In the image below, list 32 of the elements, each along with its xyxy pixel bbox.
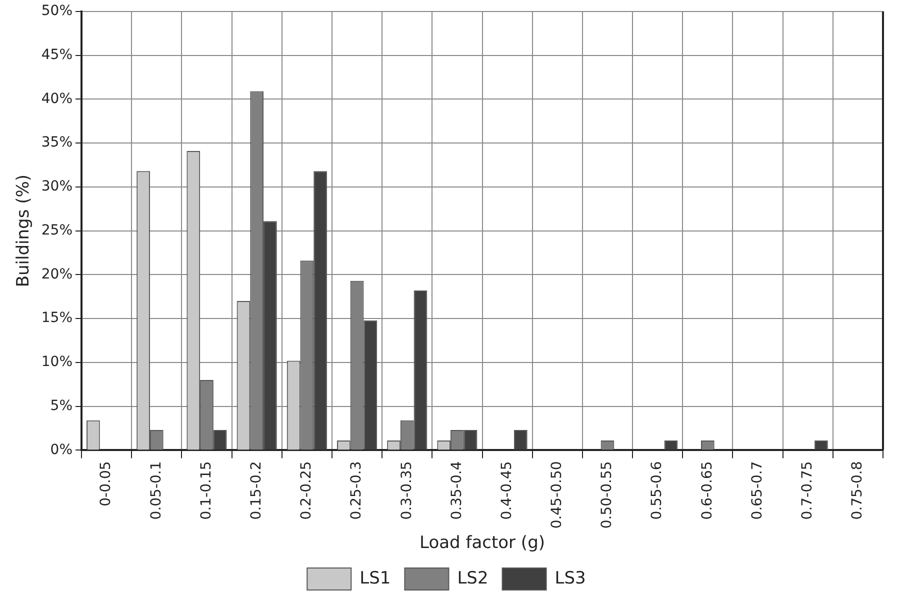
y-tick-label: 45%	[41, 46, 73, 63]
y-tick-label: 0%	[50, 442, 73, 458]
y-tick-label: 40%	[41, 90, 73, 107]
x-tick-label: 0.45-0.50	[549, 461, 566, 529]
x-axis-title: Load factor (g)	[420, 533, 545, 554]
y-tick-label: 10%	[41, 354, 73, 370]
y-tick-label: 35%	[41, 134, 73, 151]
x-tick-label: 0.75-0.8	[850, 461, 866, 520]
y-tick-label: 25%	[41, 222, 73, 238]
x-tick-label: 0.55-0.6	[649, 461, 666, 520]
x-tick-label: 0.3-0.35	[398, 461, 415, 520]
x-tick-label: 0.05-0.1	[148, 461, 164, 520]
x-tick-label: 0.2-0.25	[298, 461, 315, 520]
legend-label: LS2	[457, 568, 488, 588]
legend-label: LS1	[360, 568, 391, 588]
x-tick-label: 0.35-0.4	[448, 461, 465, 520]
x-tick-label: 0.6-0.65	[699, 461, 716, 520]
x-tick-label: 0.65-0.7	[749, 461, 766, 520]
x-tick-label: 0.1-0.15	[198, 461, 214, 520]
x-tick-label: 0.15-0.2	[248, 461, 264, 520]
legend-label: LS3	[554, 568, 586, 588]
y-tick-label: 20%	[41, 266, 73, 282]
x-tick-label: 0.25-0.3	[348, 461, 365, 520]
y-tick-label: 50%	[41, 3, 73, 20]
y-tick-label: 5%	[50, 398, 73, 414]
x-tick-label: 0.50-0.55	[599, 461, 616, 529]
x-tick-label: 0-0.05	[98, 461, 114, 506]
x-tick-label: 0.7-0.75	[800, 461, 816, 520]
y-tick-label: 30%	[41, 178, 73, 195]
y-tick-label: 15%	[41, 310, 73, 326]
y-axis-title: Buildings (%)	[14, 174, 34, 288]
x-tick-label: 0.4-0.45	[498, 461, 515, 520]
